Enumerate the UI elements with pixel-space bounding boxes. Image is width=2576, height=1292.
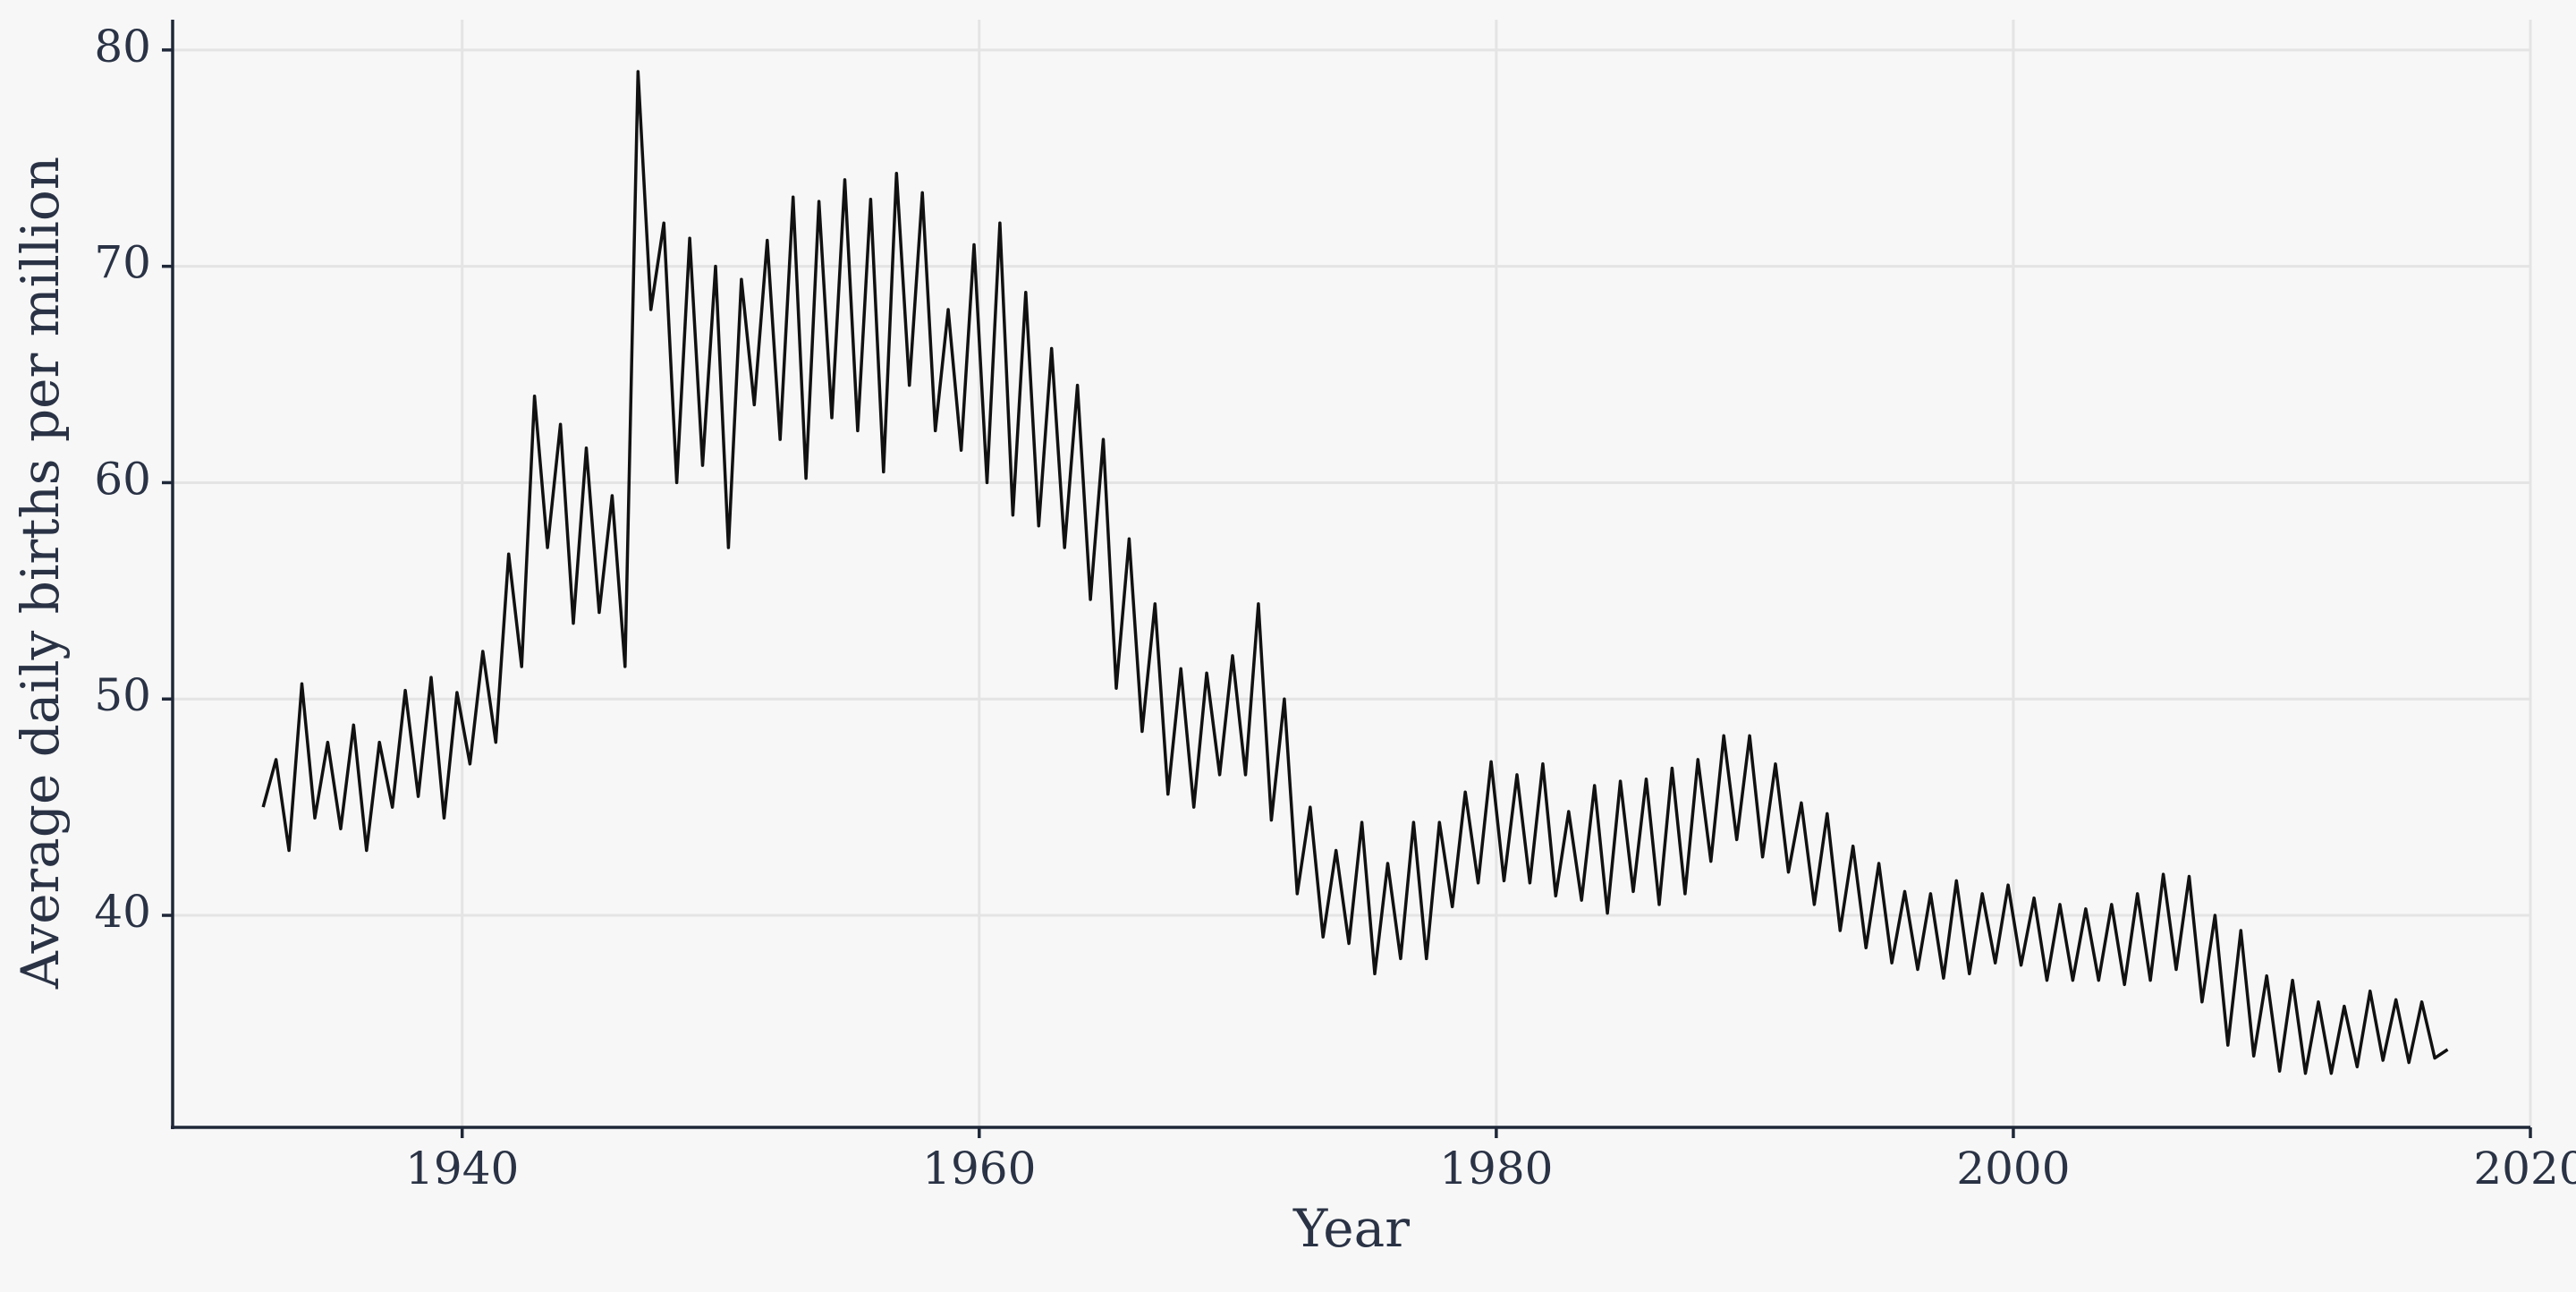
data-line [261, 70, 2449, 1075]
y-tick-label: 50 [94, 669, 151, 721]
x-tick-label: 1940 [405, 1143, 519, 1194]
x-tick-label: 2000 [1956, 1143, 2070, 1194]
y-tick-label: 70 [94, 237, 151, 289]
y-tick-label: 80 [94, 21, 151, 72]
x-tick-label: 2020 [2473, 1143, 2576, 1194]
x-axis-label: Year [1292, 1198, 1410, 1259]
x-tick-label: 1960 [922, 1143, 1036, 1194]
y-tick-label: 60 [94, 453, 151, 505]
plot [261, 70, 2449, 1075]
y-tick-label: 40 [94, 886, 151, 938]
y-axis-label: Average daily births per million [10, 157, 71, 990]
x-tick-label: 1980 [1439, 1143, 1553, 1194]
